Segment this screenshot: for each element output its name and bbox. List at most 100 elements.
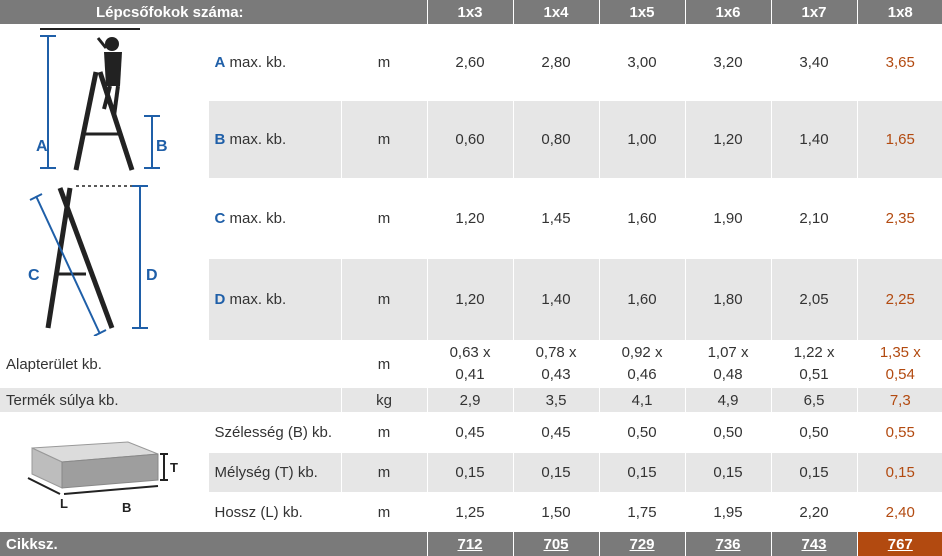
col-header: 1x6 <box>685 0 772 24</box>
package-box-diagram: T L B <box>0 412 209 532</box>
article-number-label: Cikksz. <box>0 532 428 556</box>
cell: 6,5 <box>771 388 858 412</box>
ladder-standing-diagram: A B <box>0 24 209 178</box>
article-cell: 729 <box>599 532 686 556</box>
col-header: 1x3 <box>427 0 514 24</box>
cell: 1,40 <box>513 259 600 340</box>
cell: 3,20 <box>685 24 772 101</box>
cell: 2,80 <box>513 24 600 101</box>
article-link[interactable]: 729 <box>629 535 655 553</box>
cell: 0,50 <box>771 412 858 453</box>
dim-c-label: C <box>28 267 40 284</box>
cell: 0,63 x 0,41 <box>427 340 514 388</box>
article-cell: 767 <box>856 532 942 556</box>
cell: 2,35 <box>856 178 942 259</box>
cell: 1,80 <box>685 259 772 340</box>
cell: 1,25 <box>427 492 514 532</box>
cell: 1,60 <box>599 178 686 259</box>
col-header: 1x4 <box>513 0 600 24</box>
unit: kg <box>341 388 428 412</box>
cell: 0,15 <box>771 452 858 493</box>
article-cell: 743 <box>771 532 858 556</box>
cell: 1,20 <box>427 178 514 259</box>
cell: 3,65 <box>856 24 942 101</box>
cell: 0,15 <box>427 452 514 493</box>
row-label-depth: Mélység (T) kb. <box>208 452 342 493</box>
cell: 1,75 <box>599 492 686 532</box>
cell: 0,78 x 0,43 <box>513 340 600 388</box>
row-label-c: C max. kb. <box>208 178 342 259</box>
article-cell: 712 <box>427 532 514 556</box>
article-link[interactable]: 705 <box>543 535 569 553</box>
cell: 0,15 <box>513 452 600 493</box>
dim-a-label: A <box>36 138 48 155</box>
cell: 1,07 x 0,48 <box>685 340 772 388</box>
dim-t-label: T <box>170 460 178 475</box>
cell: 4,1 <box>599 388 686 412</box>
unit: m <box>341 412 428 453</box>
cell: 0,50 <box>685 412 772 453</box>
cell: 2,40 <box>856 492 942 532</box>
footer-row: Cikksz. 712 705 729 736 743 767 <box>0 532 942 556</box>
article-link[interactable]: 736 <box>715 535 741 553</box>
article-link[interactable]: 767 <box>887 535 913 553</box>
unit: m <box>341 24 428 101</box>
cell: 1,50 <box>513 492 600 532</box>
cell: 1,20 <box>427 259 514 340</box>
col-header: 1x5 <box>599 0 686 24</box>
cell: 1,45 <box>513 178 600 259</box>
table-row: T L B Szélesség (B) kb. m 0,45 0,45 0,50… <box>0 412 942 532</box>
cell: 1,40 <box>771 101 858 178</box>
row-label-area: Alapterület kb. <box>0 340 342 388</box>
table-row: C D C max. kb. m 1,20 1,45 1,60 1,90 2,1… <box>0 178 942 340</box>
article-cell: 736 <box>685 532 772 556</box>
unit: m <box>341 101 428 178</box>
dim-b2-label: B <box>122 500 131 515</box>
table-row: A B A max. kb. m 2,60 2,80 3,00 3,20 3,4… <box>0 24 942 178</box>
cell: 0,55 <box>856 412 942 453</box>
cell: 1,20 <box>685 101 772 178</box>
unit: m <box>341 492 428 532</box>
cell: 0,80 <box>513 101 600 178</box>
cell: 2,9 <box>427 388 514 412</box>
cell: 1,60 <box>599 259 686 340</box>
cell: 2,60 <box>427 24 514 101</box>
cell: 3,40 <box>771 24 858 101</box>
cell: 1,00 <box>599 101 686 178</box>
dim-b-label: B <box>156 138 168 155</box>
cell: 7,3 <box>856 388 942 412</box>
dim-d-label: D <box>146 267 158 284</box>
cell: 3,00 <box>599 24 686 101</box>
cell: 0,50 <box>599 412 686 453</box>
unit: m <box>341 340 428 388</box>
cell: 1,35 x 0,54 <box>856 340 942 388</box>
table-row: Termék súlya kb. kg 2,9 3,5 4,1 4,9 6,5 … <box>0 388 942 412</box>
table-row: Alapterület kb. m 0,63 x 0,41 0,78 x 0,43 … <box>0 340 942 388</box>
unit: m <box>341 452 428 493</box>
row-label-a: A max. kb. <box>208 24 342 101</box>
article-link[interactable]: 712 <box>457 535 483 553</box>
cell: 2,20 <box>771 492 858 532</box>
table-row: B max. kb. m 0,60 0,80 1,00 1,20 1,40 1,… <box>0 101 942 178</box>
col-header: 1x7 <box>771 0 858 24</box>
col-header: 1x8 <box>856 0 942 24</box>
cell: 0,45 <box>427 412 514 453</box>
table-row: D max. kb. m 1,20 1,40 1,60 1,80 2,05 2,… <box>0 259 942 340</box>
row-label-b: B max. kb. <box>208 101 342 178</box>
row-label-width: Szélesség (B) kb. <box>208 412 342 453</box>
table-row: Mélység (T) kb. m 0,15 0,15 0,15 0,15 0,… <box>0 452 942 493</box>
header-row: Lépcsőfokok száma: 1x3 1x4 1x5 1x6 1x7 1… <box>0 0 942 24</box>
cell: 2,05 <box>771 259 858 340</box>
cell: 2,25 <box>856 259 942 340</box>
cell: 1,90 <box>685 178 772 259</box>
dim-l-label: L <box>60 496 68 511</box>
row-label-length: Hossz (L) kb. <box>208 492 342 532</box>
article-link[interactable]: 743 <box>801 535 827 553</box>
cell: 0,15 <box>599 452 686 493</box>
cell: 2,10 <box>771 178 858 259</box>
unit: m <box>341 259 428 340</box>
cell: 1,95 <box>685 492 772 532</box>
ladder-folded-diagram: C D <box>0 178 209 340</box>
table-row: Hossz (L) kb. m 1,25 1,50 1,75 1,95 2,20… <box>0 492 942 532</box>
